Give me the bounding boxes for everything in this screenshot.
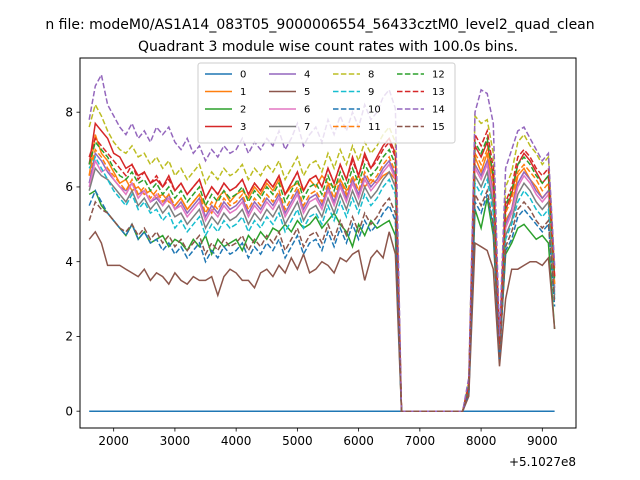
series-line-10	[88, 188, 556, 412]
legend-label-1: 1	[240, 87, 246, 98]
legend-label-11: 11	[368, 122, 381, 133]
legend-label-12: 12	[432, 70, 445, 81]
x-tick-label: 8000	[466, 434, 497, 448]
legend-label-9: 9	[368, 87, 374, 98]
legend-label-3: 3	[240, 122, 246, 133]
series-line-2	[88, 189, 556, 412]
axes-frame	[79, 57, 577, 429]
series-line-11	[88, 146, 556, 412]
series-line-15	[88, 188, 556, 412]
legend-label-15: 15	[432, 122, 445, 133]
chart-title: Quadrant 3 module wise count rates with …	[138, 39, 518, 55]
legend-label-2: 2	[240, 105, 246, 116]
legend-label-8: 8	[368, 70, 374, 81]
legend-label-6: 6	[304, 105, 310, 116]
legend-label-4: 4	[304, 70, 310, 81]
x-tick-label: 4000	[221, 434, 252, 448]
series-line-8	[88, 102, 556, 412]
x-axis: 2000 3000 4000 5000 6000 7000 8000 9000	[98, 428, 558, 448]
legend-label-5: 5	[304, 87, 310, 98]
y-tick-label: 0	[65, 404, 73, 418]
series-line-13	[88, 128, 556, 412]
legend-label-13: 13	[432, 87, 445, 98]
series-line-9	[88, 155, 556, 412]
x-tick-label: 7000	[405, 434, 436, 448]
x-tick-label: 6000	[343, 434, 374, 448]
legend-box	[197, 62, 456, 144]
x-tick-label: 9000	[527, 434, 558, 448]
x-axis-offset-label: +5.1027e8	[509, 455, 576, 469]
series-line-6	[88, 158, 556, 412]
series-line-7	[88, 166, 556, 412]
series-line-5	[88, 230, 556, 412]
x-tick-label: 5000	[282, 434, 313, 448]
figure-suptitle: n file: modeM0/AS1A14_083T05_9000006554_…	[45, 17, 594, 33]
series-line-12	[88, 135, 556, 412]
legend-label-10: 10	[368, 105, 381, 116]
legend-label-7: 7	[304, 122, 310, 133]
y-tick-label: 8	[65, 105, 73, 119]
plot-lines	[88, 72, 556, 412]
y-tick-label: 2	[65, 330, 73, 344]
legend-label-0: 0	[240, 70, 246, 81]
y-tick-label: 6	[65, 180, 73, 194]
y-axis: 0 2 4 6 8	[65, 105, 80, 418]
y-tick-label: 4	[65, 255, 73, 269]
x-tick-label: 3000	[160, 434, 191, 448]
x-tick-label: 2000	[98, 434, 129, 448]
legend-label-14: 14	[432, 105, 445, 116]
series-line-4	[88, 151, 556, 412]
